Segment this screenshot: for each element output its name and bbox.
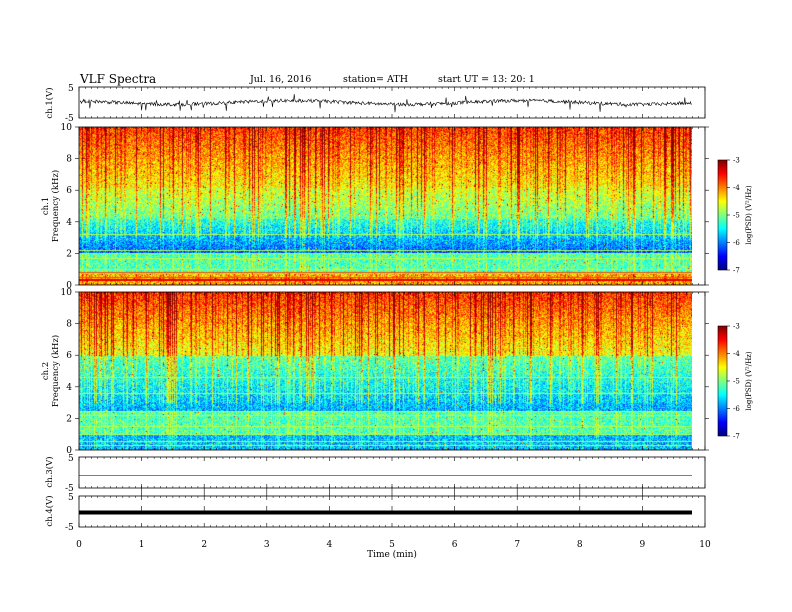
ch2-colorbar-label: log(PSD) (V²/Hz) — [745, 351, 753, 410]
ch2-colorbar: -3 -4 -5 -6 -7 log(PSD) (V²/Hz) — [717, 323, 753, 441]
frequency-tick-label: 8 — [66, 155, 72, 165]
frequency-tick-label: 10 — [61, 123, 73, 133]
ch1-spectrogram-panel: 0 2 4 6 8 10 ch.1 Frequency (kHz) — [41, 123, 709, 291]
ch4-waveform-panel: 5 -5 ch.4(V) — [44, 493, 706, 533]
ch1-spectrogram-image — [79, 127, 692, 285]
ch1-waveform-trace — [79, 94, 692, 113]
time-tick-marks — [78, 87, 706, 527]
spectrogram-pixels — [79, 292, 692, 450]
ch1-ytick-top: 5 — [68, 84, 74, 94]
ch3-ytick-top: 5 — [68, 454, 74, 464]
ch4-ytick-bottom: -5 — [65, 523, 74, 533]
frequency-tick-label: 2 — [66, 249, 72, 259]
ch4-waveform-ylabel: ch.4(V) — [44, 495, 55, 526]
time-tick-label: 4 — [327, 540, 333, 550]
time-tick-label: 0 — [76, 540, 82, 550]
frequency-tick-label: 0 — [66, 446, 72, 456]
ch1-waveform-frame — [78, 86, 706, 119]
colorbar-tick-label: -4 — [733, 350, 740, 358]
x-axis-label: Time (min) — [367, 549, 417, 560]
ch2-frequency-label: Frequency (kHz) — [50, 335, 61, 407]
ch2-channel-label: ch.2 — [41, 362, 51, 380]
ch2-colorbar-gradient — [718, 326, 727, 436]
time-tick-label: 2 — [201, 540, 207, 550]
frequency-tick-label: 8 — [66, 320, 72, 330]
time-tick-label: 3 — [264, 540, 270, 550]
time-axis-labels: 0 1 2 3 4 5 6 7 8 9 10 — [76, 540, 711, 550]
ch1-ytick-bottom: -5 — [65, 114, 74, 124]
ch1-waveform-ylabel: ch.1(V) — [44, 87, 55, 118]
colorbar-tick-label: -6 — [733, 239, 740, 247]
time-tick-label: 1 — [139, 540, 145, 550]
ch3-ytick-bottom: -5 — [65, 484, 74, 494]
ch3-waveform-panel: 5 -5 ch.3(V) — [44, 454, 706, 494]
spectrogram-pixels — [79, 127, 692, 285]
colorbar-tick-label: -4 — [733, 184, 740, 192]
ch1-colorbar: -3 -4 -5 -6 -7 log(PSD) (V²/Hz) — [717, 157, 753, 275]
ch3-waveform-frame — [78, 456, 706, 489]
ch1-channel-label: ch.1 — [41, 197, 51, 215]
frequency-tick-label: 2 — [66, 414, 72, 424]
colorbar-tick-label: -7 — [733, 267, 740, 275]
colorbar-tick-label: -5 — [733, 378, 740, 386]
colorbar-tick-label: -7 — [733, 433, 740, 441]
colorbar-tick-label: -5 — [733, 212, 740, 220]
time-tick-label: 10 — [699, 540, 711, 550]
time-tick-label: 6 — [452, 540, 458, 550]
time-tick-label: 7 — [514, 540, 520, 550]
station-label: station= ATH — [343, 74, 408, 85]
ch4-waveform-trace — [79, 510, 692, 515]
frequency-tick-label: 4 — [66, 218, 72, 228]
frequency-tick-label: 0 — [66, 281, 72, 291]
time-tick-label: 5 — [389, 540, 395, 550]
start-time-label: start UT = 13: 20: 1 — [438, 74, 535, 85]
frequency-tick-label: 10 — [61, 288, 73, 298]
ch1-frequency-label: Frequency (kHz) — [50, 170, 61, 242]
ch1-colorbar-gradient — [718, 160, 727, 270]
colorbar-tick-label: -3 — [733, 323, 740, 331]
ch1-colorbar-label: log(PSD) (V²/Hz) — [745, 185, 753, 244]
frequency-tick-label: 4 — [66, 383, 72, 393]
ch1-waveform-panel: 5 -5 ch.1(V) — [44, 84, 706, 124]
ch2-spectrogram-image — [79, 292, 692, 450]
ch3-waveform-ylabel: ch.3(V) — [44, 456, 55, 487]
colorbar-tick-label: -3 — [733, 157, 740, 165]
date-label: Jul. 16, 2016 — [249, 74, 311, 85]
ch2-spectrogram-panel: 0 2 4 6 8 10 ch.2 Frequency (kHz) — [41, 288, 709, 456]
time-tick-label: 9 — [640, 540, 646, 550]
ch4-ytick-top: 5 — [68, 493, 74, 503]
frequency-tick-label: 6 — [66, 186, 72, 196]
figure-title: VLF Spectra — [79, 72, 156, 86]
time-tick-label: 8 — [577, 540, 583, 550]
frequency-tick-label: 6 — [66, 351, 72, 361]
colorbar-tick-label: -6 — [733, 405, 740, 413]
